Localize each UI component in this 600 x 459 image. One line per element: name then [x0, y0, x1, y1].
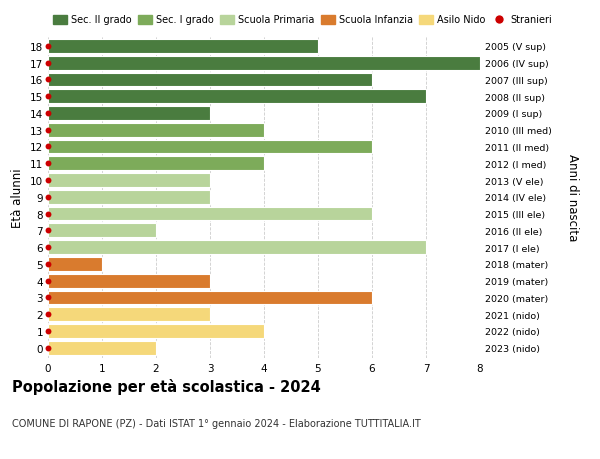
Bar	[48, 308, 210, 321]
Bar	[48, 140, 372, 154]
Bar	[48, 224, 156, 238]
Point	[43, 77, 53, 84]
Point	[43, 144, 53, 151]
Bar	[48, 73, 372, 87]
Bar	[48, 190, 210, 204]
Point	[43, 328, 53, 335]
Point	[43, 261, 53, 268]
Point	[43, 244, 53, 251]
Point	[43, 60, 53, 67]
Bar	[48, 40, 318, 54]
Bar	[48, 107, 210, 121]
Bar	[48, 291, 372, 305]
Point	[43, 177, 53, 185]
Bar	[48, 257, 102, 271]
Text: Popolazione per età scolastica - 2024: Popolazione per età scolastica - 2024	[12, 379, 321, 395]
Point	[43, 127, 53, 134]
Point	[43, 194, 53, 201]
Point	[43, 227, 53, 235]
Point	[43, 110, 53, 118]
Bar	[48, 56, 480, 70]
Bar	[48, 274, 210, 288]
Y-axis label: Età alunni: Età alunni	[11, 168, 25, 227]
Bar	[48, 123, 264, 137]
Bar	[48, 157, 264, 171]
Point	[43, 277, 53, 285]
Point	[43, 344, 53, 352]
Bar	[48, 325, 264, 338]
Y-axis label: Anni di nascita: Anni di nascita	[566, 154, 578, 241]
Bar	[48, 207, 372, 221]
Point	[43, 294, 53, 302]
Bar	[48, 174, 210, 187]
Point	[43, 43, 53, 50]
Point	[43, 210, 53, 218]
Point	[43, 160, 53, 168]
Legend: Sec. II grado, Sec. I grado, Scuola Primaria, Scuola Infanzia, Asilo Nido, Stran: Sec. II grado, Sec. I grado, Scuola Prim…	[53, 16, 552, 25]
Text: COMUNE DI RAPONE (PZ) - Dati ISTAT 1° gennaio 2024 - Elaborazione TUTTITALIA.IT: COMUNE DI RAPONE (PZ) - Dati ISTAT 1° ge…	[12, 418, 421, 428]
Point	[43, 311, 53, 318]
Bar	[48, 241, 426, 254]
Point	[43, 93, 53, 101]
Bar	[48, 90, 426, 104]
Bar	[48, 341, 156, 355]
